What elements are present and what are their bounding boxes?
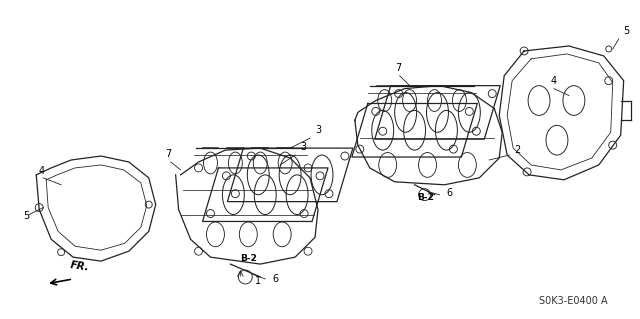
Text: 1: 1: [255, 276, 261, 286]
Text: 2: 2: [514, 145, 520, 155]
Text: B-2: B-2: [417, 193, 435, 202]
Text: 6: 6: [447, 188, 452, 198]
Text: 3: 3: [300, 142, 306, 152]
Text: 7: 7: [166, 149, 172, 159]
Text: 6: 6: [272, 274, 278, 284]
Text: 7: 7: [396, 63, 402, 73]
Text: 4: 4: [38, 166, 44, 176]
Text: S0K3-E0400 A: S0K3-E0400 A: [539, 296, 607, 306]
Text: 5: 5: [623, 26, 630, 36]
Text: 3: 3: [315, 125, 321, 135]
Text: B-2: B-2: [241, 254, 257, 263]
Text: 5: 5: [23, 211, 29, 221]
Text: FR.: FR.: [69, 260, 90, 273]
Text: 4: 4: [551, 76, 557, 86]
